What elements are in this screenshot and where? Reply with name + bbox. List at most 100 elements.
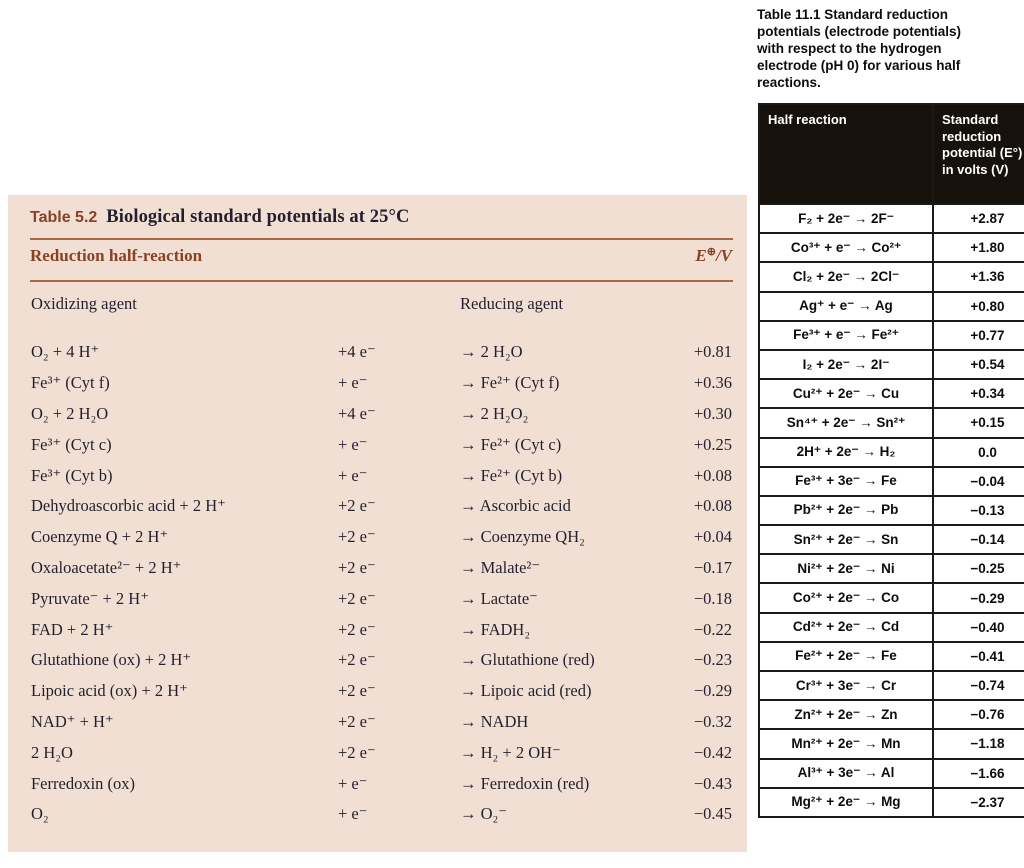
table-row: Pb²⁺ + 2e⁻ → Pb −0.13 — [758, 494, 1024, 527]
potential-value-cell: −0.32 — [693, 711, 732, 731]
potential-value-cell: +0.08 — [693, 465, 732, 485]
potential-value-cell: +0.54 — [932, 348, 1024, 381]
oxidizing-agent-cell: Oxaloacetate²⁻ + 2 H⁺ — [31, 557, 182, 577]
table-row: Mn²⁺ + 2e⁻ → Mn −1.18 — [758, 728, 1024, 760]
potential-value-cell: +0.25 — [693, 434, 732, 454]
half-reaction-cell: 2H⁺ + 2e⁻ → H₂ — [758, 436, 934, 468]
potential-value-cell: −0.13 — [932, 494, 1024, 527]
electrons-cell: +2 e⁻ — [338, 742, 376, 762]
electrode-rows: F₂ + 2e⁻ → 2F⁻ +2.87 Co³⁺ + e⁻ → Co²⁺ +1… — [758, 202, 1024, 818]
standard-potential-column-header: Standard reduction potential (E°) in vol… — [932, 103, 1024, 205]
oxidizing-agent-cell: Lipoic acid (ox) + 2 H⁺ — [31, 681, 188, 701]
potential-value-cell: −2.37 — [932, 786, 1024, 818]
bio-table-caption: Biological standard potentials at 25°C — [106, 207, 410, 227]
half-reaction-column-header: Half reaction — [758, 103, 934, 205]
reducing-agent-cell: → Glutathione (red) — [460, 650, 595, 670]
reducing-agent-cell: → Ferredoxin (red) — [460, 773, 590, 793]
electrons-cell: +2 e⁻ — [338, 681, 376, 701]
bio-table-number: Table 5.2 — [30, 209, 98, 226]
electrons-cell: +2 e⁻ — [338, 650, 376, 670]
table-row: I₂ + 2e⁻ → 2I⁻ +0.54 — [758, 348, 1024, 381]
table-row: Al³⁺ + 3e⁻ → Al −1.66 — [758, 757, 1024, 789]
electrons-cell: +2 e⁻ — [338, 588, 376, 608]
electrons-cell: + e⁻ — [338, 373, 368, 393]
reduction-half-reaction-header: Reduction half-reaction — [30, 246, 203, 265]
potential-value-cell: −0.14 — [932, 524, 1024, 556]
oxidizing-agent-cell: Glutathione (ox) + 2 H⁺ — [31, 650, 192, 670]
bio-table-title: Table 5.2 Biological standard potentials … — [30, 207, 409, 228]
table-row: Ag⁺ + e⁻ → Ag +0.80 — [758, 290, 1024, 322]
potential-value-cell: −0.29 — [932, 582, 1024, 614]
agent-subheaders: Oxidizing agent Reducing agent — [8, 294, 747, 316]
potential-value-cell: −0.29 — [693, 681, 732, 701]
table-row: Sn⁴⁺ + 2e⁻ → Sn²⁺ +0.15 — [758, 407, 1024, 439]
table-row: Fe³⁺ + e⁻ → Fe²⁺ +0.77 — [758, 319, 1024, 351]
potential-value-cell: +0.08 — [693, 496, 732, 516]
divider-rule-bottom — [30, 280, 733, 282]
potential-value-cell: +1.80 — [932, 232, 1024, 264]
half-reaction-cell: I₂ + 2e⁻ → 2I⁻ — [758, 348, 934, 381]
potential-value-cell: −0.45 — [693, 804, 732, 824]
reducing-agent-cell: → Malate²⁻ — [460, 557, 541, 577]
half-reaction-cell: Sn⁴⁺ + 2e⁻ → Sn²⁺ — [758, 407, 934, 439]
potential-value-cell: −0.76 — [932, 699, 1024, 731]
reducing-agent-cell: → 2 H₂O — [460, 342, 523, 362]
electrode-table-header-row: Half reaction Standard reduction potenti… — [758, 103, 1024, 205]
table-row: Lipoic acid (ox) + 2 H⁺ +2 e⁻ → Lipoic a… — [8, 676, 747, 707]
potential-value-cell: −0.41 — [932, 640, 1024, 673]
potential-value-cell: +2.87 — [932, 202, 1024, 235]
electrons-cell: +4 e⁻ — [338, 403, 376, 423]
oxidizing-agent-cell: Fe³⁺ (Cyt b) — [31, 465, 113, 485]
electrode-potentials-table: Half reaction Standard reduction potenti… — [758, 103, 1024, 818]
electrons-cell: +2 e⁻ — [338, 557, 376, 577]
table-row: Mg²⁺ + 2e⁻ → Mg −2.37 — [758, 786, 1024, 818]
table-row: Fe²⁺ + 2e⁻ → Fe −0.41 — [758, 640, 1024, 673]
potential-value-cell: +0.34 — [932, 378, 1024, 410]
per-volt-label: /V — [715, 246, 732, 265]
potential-value-cell: +0.15 — [932, 407, 1024, 439]
reducing-agent-cell: → FADH₂ — [460, 619, 531, 639]
potential-value-cell: −0.23 — [693, 650, 732, 670]
half-reaction-cell: Cd²⁺ + 2e⁻ → Cd — [758, 611, 934, 643]
table-row: Zn²⁺ + 2e⁻ → Zn −0.76 — [758, 699, 1024, 731]
e-symbol: E — [695, 246, 707, 265]
potential-value-cell: +0.30 — [693, 403, 732, 423]
caption-line: reactions. — [757, 75, 821, 90]
table-row: Fe³⁺ (Cyt b) + e⁻ → Fe²⁺ (Cyt b) +0.08 — [8, 460, 747, 491]
half-reaction-cell: Fe³⁺ + 3e⁻ → Fe — [758, 465, 934, 497]
caption-line: electrode (pH 0) for various half — [757, 58, 961, 73]
table-row: Fe³⁺ (Cyt c) + e⁻ → Fe²⁺ (Cyt c) +0.25 — [8, 429, 747, 460]
oxidizing-agent-cell: Coenzyme Q + 2 H⁺ — [31, 527, 169, 547]
half-reaction-cell: Cl₂ + 2e⁻ → 2Cl⁻ — [758, 261, 934, 293]
reducing-agent-cell: → Fe²⁺ (Cyt c) — [460, 434, 562, 454]
reducing-agent-cell: → Coenzyme QH₂ — [460, 527, 585, 547]
table-row: O₂ + e⁻ → O₂⁻ −0.45 — [8, 799, 747, 830]
half-reaction-cell: Ni²⁺ + 2e⁻ → Ni — [758, 553, 934, 585]
table-row: Co²⁺ + 2e⁻ → Co −0.29 — [758, 582, 1024, 614]
table-row: NAD⁺ + H⁺ +2 e⁻ → NADH −0.32 — [8, 707, 747, 738]
half-reaction-cell: Al³⁺ + 3e⁻ → Al — [758, 757, 934, 789]
caption-line: with respect to the hydrogen — [757, 41, 942, 56]
half-reaction-cell: Co²⁺ + 2e⁻ → Co — [758, 582, 934, 614]
oxidizing-agent-cell: O₂ — [31, 804, 49, 824]
oxidizing-agent-cell: FAD + 2 H⁺ — [31, 619, 114, 639]
electrons-cell: +4 e⁻ — [338, 342, 376, 362]
potential-value-cell: −1.66 — [932, 757, 1024, 789]
table-row: Cu²⁺ + 2e⁻ → Cu +0.34 — [758, 378, 1024, 410]
reducing-agent-cell: → O₂⁻ — [460, 804, 508, 824]
reducing-agent-cell: → 2 H₂O₂ — [460, 403, 529, 423]
table-row: Cd²⁺ + 2e⁻ → Cd −0.40 — [758, 611, 1024, 643]
table-row: Ferredoxin (ox) + e⁻ → Ferredoxin (red) … — [8, 768, 747, 799]
electrons-cell: +2 e⁻ — [338, 711, 376, 731]
half-reaction-cell: Mn²⁺ + 2e⁻ → Mn — [758, 728, 934, 760]
caption-line: Table 11.1 Standard reduction — [757, 7, 949, 22]
table-row: Sn²⁺ + 2e⁻ → Sn −0.14 — [758, 524, 1024, 556]
table-row: Coenzyme Q + 2 H⁺ +2 e⁻ → Coenzyme QH₂ +… — [8, 522, 747, 553]
half-reaction-cell: Pb²⁺ + 2e⁻ → Pb — [758, 494, 934, 527]
oxidizing-agent-cell: Ferredoxin (ox) — [31, 773, 136, 793]
electrons-cell: +2 e⁻ — [338, 527, 376, 547]
table-row: Cr³⁺ + 3e⁻ → Cr −0.74 — [758, 669, 1024, 702]
table-row: Cl₂ + 2e⁻ → 2Cl⁻ +1.36 — [758, 261, 1024, 293]
table-row: 2H⁺ + 2e⁻ → H₂ 0.0 — [758, 436, 1024, 468]
standard-state-symbol: ⊕ — [706, 246, 716, 258]
